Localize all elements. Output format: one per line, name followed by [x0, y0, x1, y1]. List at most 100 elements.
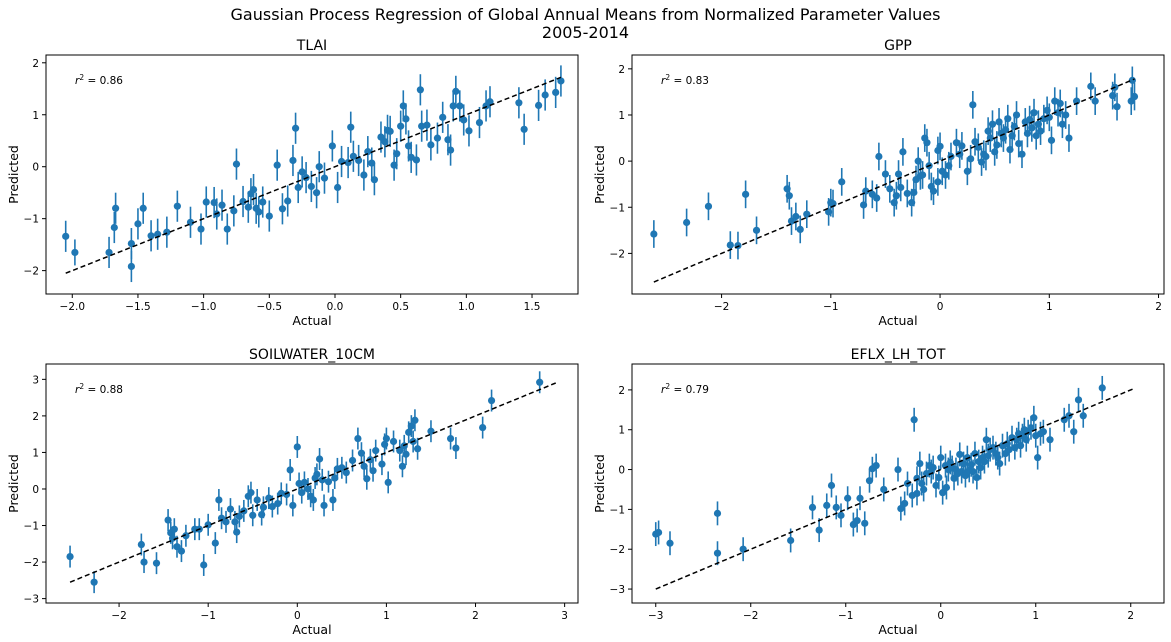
point-marker: [837, 511, 845, 519]
data-point: [923, 128, 931, 157]
data-point: [742, 180, 750, 209]
data-point: [300, 471, 309, 494]
data-point: [364, 136, 372, 168]
data-point: [283, 483, 291, 506]
data-point: [154, 218, 162, 250]
point-marker: [1027, 424, 1035, 432]
point-marker: [1065, 134, 1073, 142]
data-point: [787, 207, 796, 235]
data-point: [90, 571, 98, 594]
data-point: [423, 109, 431, 141]
point-marker: [901, 499, 909, 508]
data-point: [433, 122, 442, 154]
data-point: [397, 110, 405, 142]
data-point: [515, 87, 523, 119]
point-marker: [137, 540, 145, 549]
point-marker: [787, 536, 795, 545]
r2-annotation: r2 = 0.83: [661, 73, 709, 88]
data-point: [372, 439, 380, 462]
data-point: [982, 427, 990, 452]
point-marker: [446, 434, 455, 443]
point-marker: [929, 463, 937, 472]
y-axis-label: Predicted: [6, 454, 21, 513]
point-marker: [796, 225, 804, 234]
point-marker: [515, 99, 523, 107]
point-marker: [932, 481, 940, 490]
data-point: [873, 184, 881, 212]
data-point: [996, 451, 1004, 476]
data-point: [934, 168, 942, 196]
point-marker: [916, 459, 924, 468]
point-marker: [934, 178, 942, 186]
data-point: [1039, 419, 1047, 444]
data-point: [134, 208, 142, 240]
data-point: [278, 193, 287, 225]
x-tick-label: 0.5: [392, 301, 409, 313]
data-point: [338, 456, 346, 479]
data-point: [1130, 82, 1139, 111]
x-tick-label: 1.0: [458, 301, 475, 313]
point-marker: [815, 526, 823, 534]
point-marker: [993, 141, 1001, 149]
x-tick-label: 2: [1155, 301, 1162, 313]
point-marker: [881, 170, 890, 178]
point-marker: [173, 202, 181, 210]
y-tick-label: −3: [610, 584, 625, 596]
data-point: [1056, 89, 1064, 118]
point-marker: [520, 125, 528, 133]
point-marker: [170, 525, 178, 533]
x-tick-label: 2: [472, 610, 479, 622]
data-point: [838, 168, 846, 196]
data-point: [557, 65, 565, 97]
point-marker: [666, 539, 674, 547]
point-marker: [650, 230, 658, 238]
point-marker: [200, 561, 208, 569]
data-point: [1046, 427, 1054, 452]
point-marker: [66, 552, 74, 561]
r2-annotation: r2 = 0.86: [75, 73, 123, 88]
data-point: [249, 504, 257, 527]
point-marker: [1058, 120, 1067, 128]
data-point: [386, 115, 394, 147]
data-point: [899, 138, 907, 166]
point-marker: [856, 494, 864, 502]
data-point: [734, 231, 742, 260]
point-marker: [808, 503, 817, 511]
x-tick-label: 1: [1032, 610, 1039, 622]
point-marker: [197, 225, 205, 233]
data-point: [704, 192, 713, 221]
point-marker: [903, 189, 911, 198]
data-point: [1005, 437, 1013, 462]
subplot-title: GPP: [884, 38, 912, 54]
data-point: [872, 453, 880, 478]
data-point: [427, 129, 435, 161]
point-marker: [939, 489, 947, 497]
point-marker: [265, 494, 273, 502]
point-marker: [974, 143, 982, 151]
point-marker: [152, 559, 161, 567]
data-point: [411, 409, 419, 432]
point-marker: [872, 461, 880, 470]
point-marker: [1098, 384, 1106, 392]
point-marker: [452, 444, 460, 452]
data-point: [226, 498, 235, 521]
data-point: [369, 459, 377, 482]
data-point: [650, 220, 658, 248]
point-marker: [920, 485, 928, 494]
data-point: [785, 181, 793, 210]
subplot-tlai: TLAI Actual Predicted −2.0 −1.5 −1.0 −0.5 0.…: [6, 38, 579, 328]
point-marker: [396, 447, 404, 455]
point-marker: [1005, 446, 1013, 454]
figure-suptitle-period: 2005-2014: [541, 23, 630, 42]
point-marker: [334, 183, 342, 192]
y-tick-label: 2: [618, 64, 625, 76]
point-marker: [475, 118, 484, 127]
data-point: [939, 480, 947, 505]
point-marker: [1015, 139, 1023, 148]
data-point: [881, 160, 890, 188]
point-marker: [268, 502, 276, 511]
point-marker: [963, 167, 971, 175]
data-point: [541, 79, 549, 111]
data-point: [993, 131, 1001, 159]
subplot-soilwater-10cm: SOILWATER_10CM Actual Predicted −2 −1 0 1 2 3…: [6, 347, 579, 637]
